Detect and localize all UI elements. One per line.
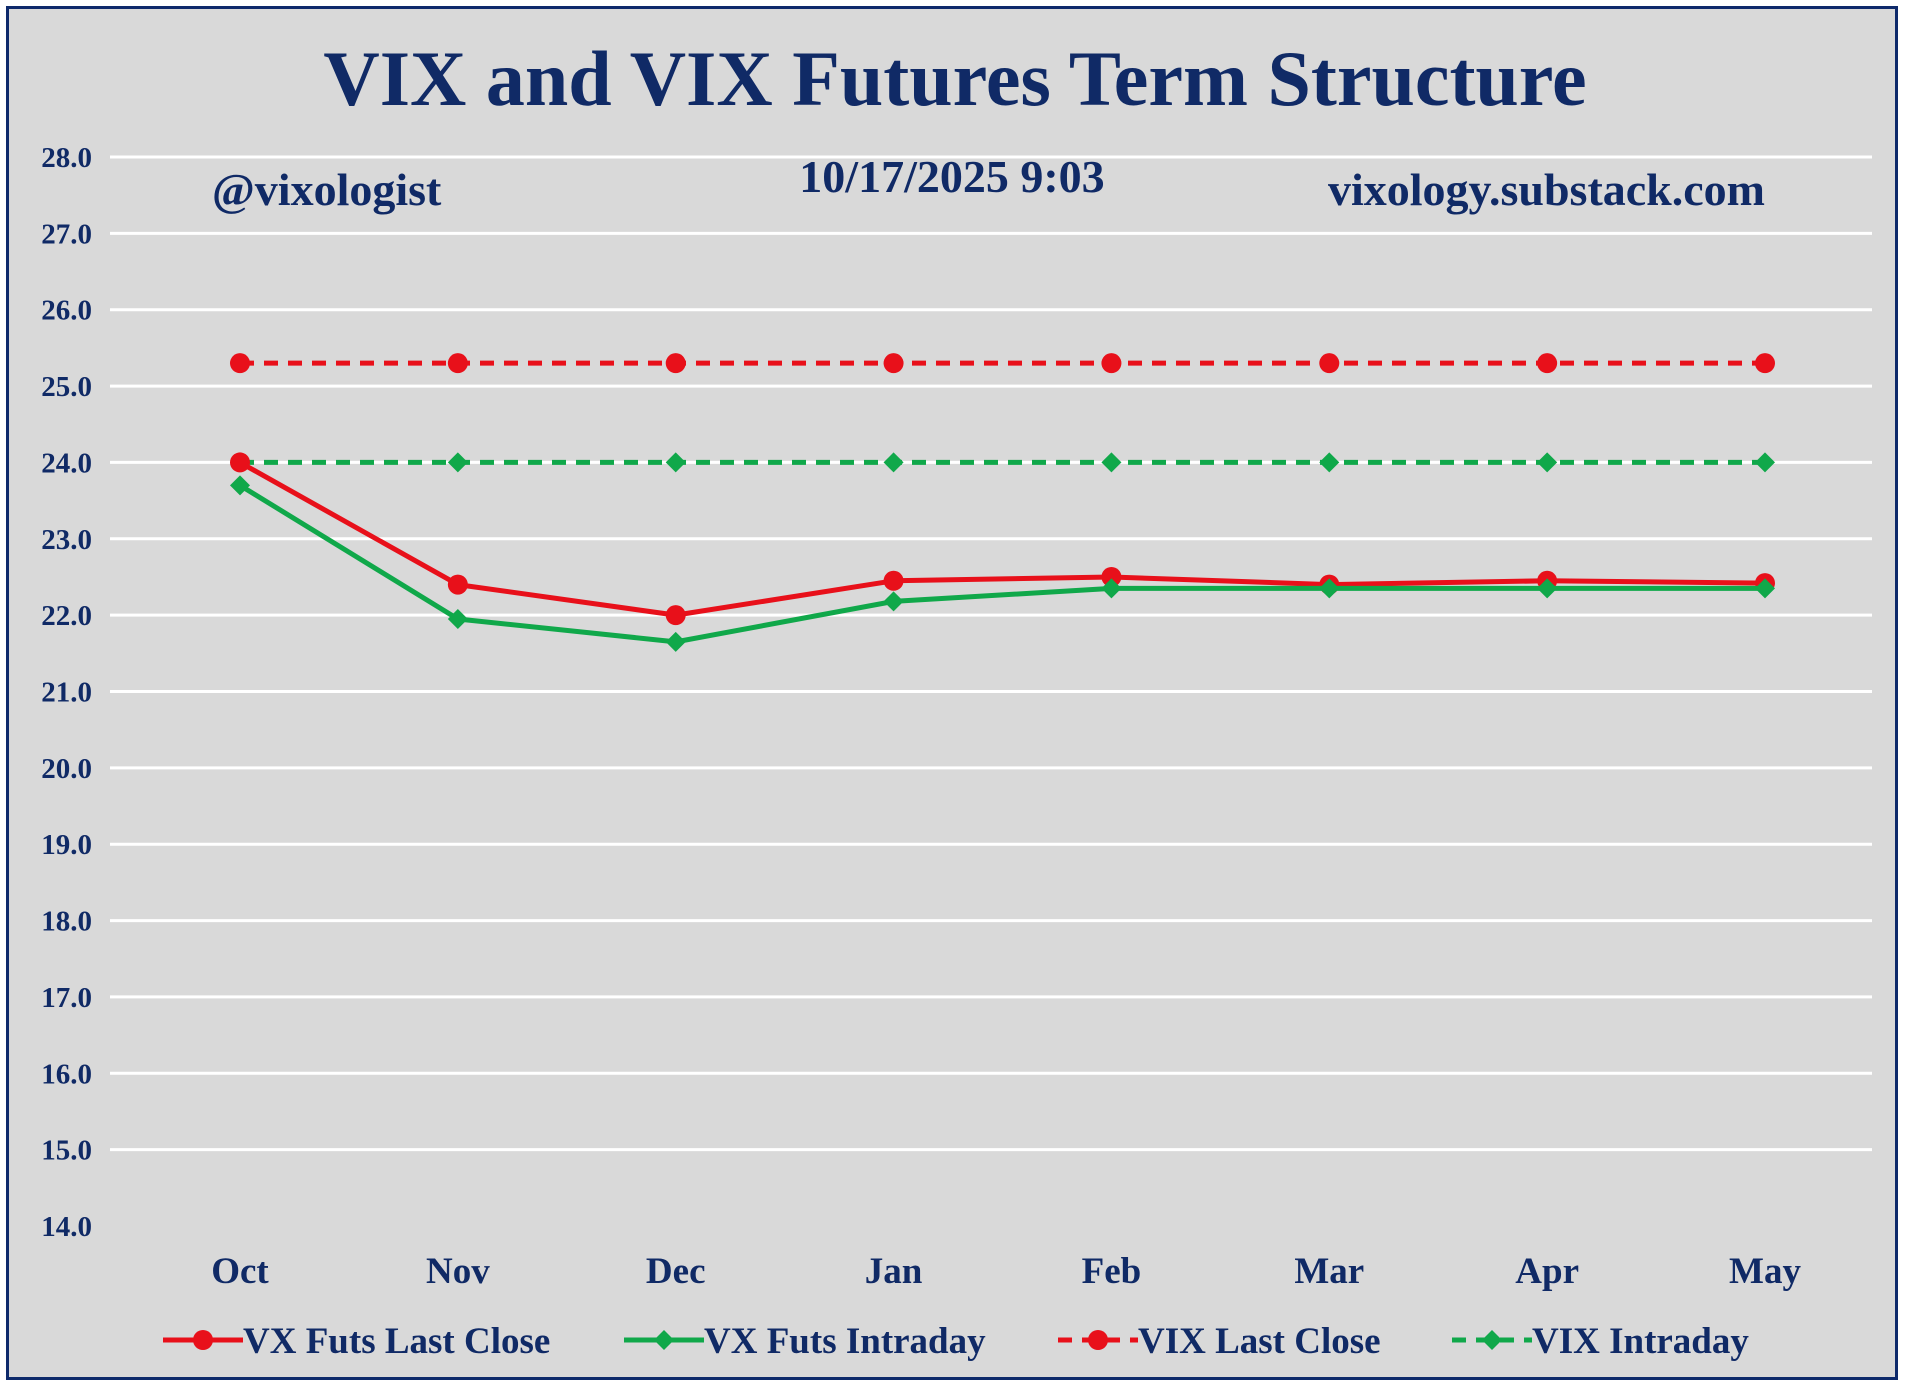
data-point xyxy=(883,353,904,374)
annotation-website: vixology.substack.com xyxy=(1328,164,1765,215)
y-tick-label: 15.0 xyxy=(41,1135,92,1167)
data-point xyxy=(1755,578,1775,599)
data-point xyxy=(1537,353,1558,374)
data-point xyxy=(1101,452,1122,473)
data-point xyxy=(1319,452,1340,473)
gridlines xyxy=(110,155,1872,1152)
data-point xyxy=(1755,452,1775,473)
series-layer xyxy=(230,353,1775,652)
data-point xyxy=(447,608,468,629)
legend-label: VIX Intraday xyxy=(1532,1321,1749,1362)
y-tick-label: 23.0 xyxy=(41,524,92,556)
x-tick-label: Nov xyxy=(426,1251,490,1292)
y-tick-label: 16.0 xyxy=(41,1058,92,1090)
y-tick-label: 18.0 xyxy=(41,906,92,938)
legend-swatch-marker xyxy=(193,1330,213,1350)
y-tick-label: 14.0 xyxy=(41,1211,92,1243)
series-1 xyxy=(230,475,1775,652)
data-point xyxy=(447,574,468,595)
annotation-handle: @vixologist xyxy=(212,164,442,215)
data-point xyxy=(1319,578,1340,599)
data-point xyxy=(1101,353,1122,374)
data-point xyxy=(1319,353,1340,374)
data-point xyxy=(665,631,686,652)
y-axis-ticks: 14.0 15.0 16.0 17.0 18.0 19.0 20.0 21.0 22.0 23.0… xyxy=(41,142,92,1243)
data-point xyxy=(447,353,468,374)
legend-swatch-marker xyxy=(654,1330,674,1350)
legend-item: VX Futs Last Close xyxy=(163,1321,550,1362)
series-line xyxy=(238,483,1765,645)
legend-label: VX Futs Intraday xyxy=(704,1321,986,1362)
data-point xyxy=(1101,578,1122,599)
y-tick-label: 22.0 xyxy=(41,600,92,632)
data-point xyxy=(447,452,468,473)
data-point xyxy=(665,452,686,473)
legend-item: VIX Intraday xyxy=(1452,1321,1749,1362)
y-tick-label: 17.0 xyxy=(41,982,92,1014)
series-line xyxy=(238,460,1766,618)
y-tick-label: 24.0 xyxy=(41,447,92,479)
data-point xyxy=(883,452,904,473)
data-point xyxy=(230,475,250,496)
legend-swatch-marker xyxy=(1088,1330,1108,1350)
chart-title: VIX and VIX Futures Term Structure xyxy=(323,35,1586,122)
data-point xyxy=(1755,353,1775,374)
x-tick-label: Feb xyxy=(1082,1251,1142,1292)
y-tick-label: 27.0 xyxy=(41,218,92,250)
data-point xyxy=(883,591,904,612)
x-tick-label: Dec xyxy=(646,1251,706,1292)
series-2 xyxy=(230,353,1775,374)
x-tick-label: Oct xyxy=(211,1251,269,1292)
data-point xyxy=(230,452,250,473)
y-tick-label: 19.0 xyxy=(41,829,92,861)
legend-item: VIX Last Close xyxy=(1058,1321,1381,1362)
data-point xyxy=(1537,578,1558,599)
legend-label: VIX Last Close xyxy=(1138,1321,1381,1362)
data-point xyxy=(230,353,250,374)
x-tick-label: May xyxy=(1729,1251,1801,1292)
series-3 xyxy=(230,452,1775,473)
x-tick-label: Apr xyxy=(1515,1251,1579,1292)
x-tick-label: Jan xyxy=(865,1251,923,1292)
y-tick-label: 25.0 xyxy=(41,371,92,403)
legend-swatch-marker xyxy=(1482,1330,1502,1350)
data-point xyxy=(665,605,686,626)
annotation-timestamp: 10/17/2025 9:03 xyxy=(799,151,1104,202)
data-point xyxy=(1537,452,1558,473)
legend-item: VX Futs Intraday xyxy=(624,1321,986,1362)
y-tick-label: 21.0 xyxy=(41,677,92,709)
y-tick-label: 20.0 xyxy=(41,753,92,785)
y-tick-label: 28.0 xyxy=(41,142,92,174)
data-point xyxy=(665,353,686,374)
data-point xyxy=(883,570,904,591)
x-tick-label: Mar xyxy=(1294,1251,1364,1292)
x-axis-ticks: Oct Nov Dec Jan Feb Mar Apr May xyxy=(211,1251,1801,1292)
legend-label: VX Futs Last Close xyxy=(243,1321,550,1362)
y-tick-label: 26.0 xyxy=(41,295,92,327)
legend: VX Futs Last Close VX Futs Intraday VIX La… xyxy=(163,1321,1749,1362)
data-point xyxy=(1101,566,1122,587)
